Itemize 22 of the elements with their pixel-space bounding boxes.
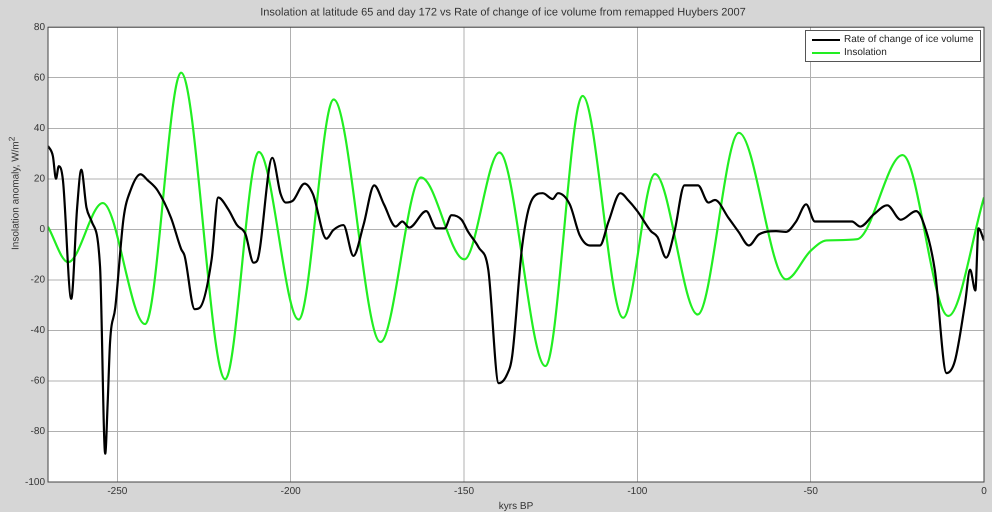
y-tick-label: 60 [34, 72, 46, 84]
x-tick-label: -200 [280, 486, 302, 497]
line-series [48, 72, 984, 380]
y-tick-label: -100 [25, 476, 46, 488]
y-tick-label: -20 [30, 274, 46, 286]
legend-label: Rate of change of ice volume [844, 33, 974, 46]
y-tick-label: 0 [39, 224, 46, 236]
y-tick-label: 40 [34, 123, 46, 134]
y-tick-label: 80 [34, 22, 46, 33]
y-tick-label: -60 [30, 376, 46, 387]
x-tick-label: -100 [627, 486, 648, 497]
chart-title: Insolation at latitude 65 and day 172 vs Rate of change of ice volume from remapped Huybers 2007 [260, 6, 746, 19]
x-axis-title: kyrs BP [498, 500, 534, 512]
y-tick-label: -80 [30, 426, 46, 438]
x-tick-label: -250 [107, 486, 128, 497]
legend-label: Insolation [844, 46, 887, 60]
line-series [48, 144, 984, 455]
x-tick-label: 0 [981, 486, 988, 497]
y-tick-label: -40 [30, 325, 46, 336]
x-tick-label: -50 [803, 486, 818, 497]
x-tick-label: -150 [454, 486, 474, 497]
y-tick-label: 20 [34, 174, 46, 185]
